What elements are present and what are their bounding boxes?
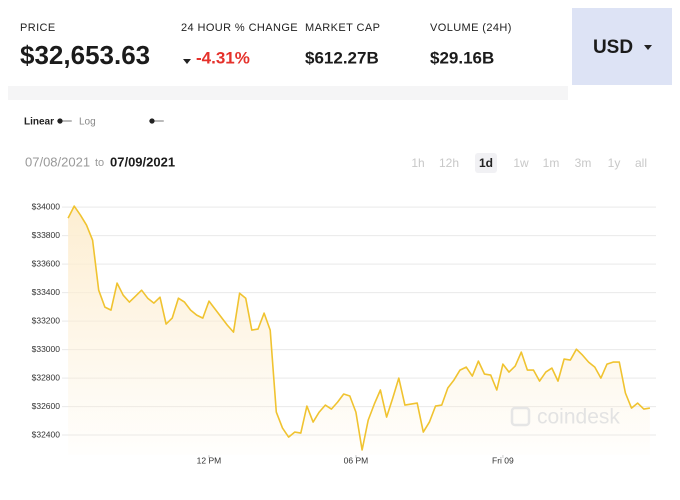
range-button[interactable]: 1h bbox=[411, 156, 424, 170]
chart: $32400 $32600 $32800 $33000 $33200 $33400 $336… bbox=[32, 201, 656, 465]
toggle-knob[interactable] bbox=[57, 118, 63, 124]
y-tick-label: $33400 bbox=[32, 287, 61, 297]
range-button[interactable]: all bbox=[635, 156, 647, 170]
stat-label: MARKET CAP bbox=[305, 22, 380, 34]
header: PRICE $32,653.63 24 HOUR % CHANGE -4.31% MAR… bbox=[20, 22, 512, 70]
y-tick-label: $32400 bbox=[32, 429, 61, 439]
y-tick-label: $33800 bbox=[32, 230, 61, 240]
y-tick-label: $32800 bbox=[32, 372, 61, 382]
toggle-knob[interactable] bbox=[149, 118, 155, 124]
watermark-logo bbox=[510, 406, 531, 427]
scale-option[interactable]: Linear bbox=[24, 117, 54, 128]
stat-label: VOLUME (24H) bbox=[430, 22, 512, 34]
scale-option[interactable]: Log bbox=[79, 117, 96, 128]
currency-label[interactable]: USD bbox=[593, 37, 633, 58]
down-caret bbox=[183, 59, 191, 64]
price-line bbox=[67, 205, 651, 451]
stat-value: $32,653.63 bbox=[20, 40, 150, 70]
range-button[interactable]: 3m bbox=[575, 156, 592, 170]
stat-value: $612.27B bbox=[305, 48, 379, 67]
area bbox=[68, 206, 650, 455]
x-tick-label: Fri 09 bbox=[492, 455, 514, 465]
stat-value: -4.31% bbox=[196, 48, 250, 67]
currency-caret bbox=[644, 45, 652, 50]
x-tick-label: 12 PM bbox=[197, 455, 222, 465]
y-tick-label: $33600 bbox=[32, 258, 61, 268]
watermark: coindesk bbox=[537, 406, 620, 429]
range-selected-bg[interactable] bbox=[475, 153, 497, 173]
date-to: 07/09/2021 bbox=[110, 154, 175, 169]
date-separator: to bbox=[95, 157, 104, 169]
x-tick-label: 06 PM bbox=[344, 455, 369, 465]
scale-toggles: Linear Log bbox=[24, 117, 164, 128]
header-shadow bbox=[8, 86, 568, 100]
stat-label: 24 HOUR % CHANGE bbox=[181, 22, 298, 34]
range-button[interactable]: 1w bbox=[513, 156, 529, 170]
range-button[interactable]: 12h bbox=[439, 156, 459, 170]
range-button[interactable]: 1m bbox=[543, 156, 560, 170]
date-from: 07/08/2021 bbox=[25, 154, 90, 169]
y-tick-label: $33000 bbox=[32, 344, 61, 354]
currency-button[interactable] bbox=[572, 8, 672, 85]
stat-label: PRICE bbox=[20, 22, 56, 34]
stat-value: $29.16B bbox=[430, 48, 494, 67]
range-buttons: 1h 12h 1d 1w 1m 3m 1y all bbox=[411, 153, 647, 173]
y-tick-label: $34000 bbox=[32, 201, 61, 211]
range-button[interactable]: 1y bbox=[608, 156, 621, 170]
date-range: 07/08/2021 to 07/09/2021 bbox=[25, 154, 175, 169]
range-button[interactable]: 1d bbox=[479, 156, 493, 170]
y-tick-label: $32600 bbox=[32, 401, 61, 411]
y-tick-label: $33200 bbox=[32, 315, 61, 325]
